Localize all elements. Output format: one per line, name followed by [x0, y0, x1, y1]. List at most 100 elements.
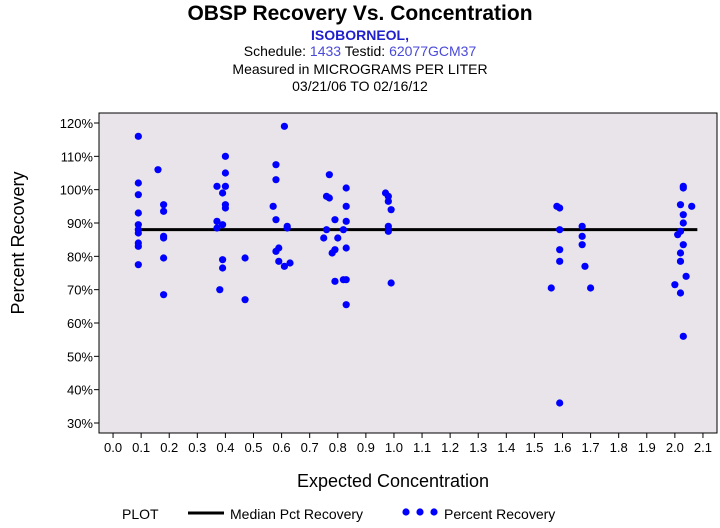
- data-point: [134, 209, 142, 217]
- date-range: 03/21/06 TO 02/16/12: [292, 78, 428, 94]
- data-point: [676, 201, 685, 209]
- data-point: [272, 176, 280, 184]
- y-tick-label: 90%: [67, 216, 93, 231]
- legend-point-swatch: [416, 508, 424, 516]
- data-point: [154, 166, 162, 174]
- data-point: [221, 152, 230, 160]
- data-point: [671, 281, 679, 289]
- x-tick-label: 1.8: [610, 440, 628, 455]
- testid-value: 62077GCM37: [389, 43, 477, 59]
- x-tick-label: 1.3: [469, 440, 487, 455]
- units-line: Measured in MICROGRAMS PER LITER: [232, 61, 488, 77]
- data-point: [160, 207, 168, 215]
- data-point: [160, 254, 168, 262]
- y-tick-label: 60%: [67, 316, 93, 331]
- data-point: [269, 202, 277, 210]
- data-point: [241, 254, 249, 262]
- plot-area: [98, 112, 718, 434]
- data-point: [342, 217, 350, 225]
- data-point: [320, 234, 328, 242]
- data-point: [221, 182, 230, 190]
- data-point: [581, 262, 589, 270]
- data-point: [134, 221, 142, 229]
- data-point: [676, 249, 685, 257]
- x-tick-label: 1.5: [525, 440, 543, 455]
- x-tick-label: 1.4: [497, 440, 515, 455]
- legend-point-swatch: [430, 508, 438, 516]
- data-point: [213, 224, 221, 232]
- x-tick-label: 0.7: [301, 440, 319, 455]
- data-point: [213, 217, 221, 225]
- data-point: [547, 284, 555, 292]
- x-tick-label: 0.3: [188, 440, 206, 455]
- data-point: [272, 216, 280, 224]
- data-point: [676, 289, 685, 297]
- data-point: [387, 206, 395, 214]
- x-tick-label: 0.5: [244, 440, 262, 455]
- data-point: [342, 184, 350, 192]
- data-point: [331, 216, 339, 224]
- x-axis-title: Expected Concentration: [297, 471, 489, 491]
- x-tick-label: 0.9: [357, 440, 375, 455]
- x-tick-label: 1.6: [553, 440, 571, 455]
- data-point: [384, 222, 392, 230]
- data-point: [342, 244, 350, 252]
- y-tick-label: 70%: [67, 283, 93, 298]
- data-point: [339, 226, 347, 234]
- x-tick-label: 2.0: [666, 440, 684, 455]
- legend-median-label: Median Pct Recovery: [230, 506, 363, 522]
- x-tick-label: 1.9: [638, 440, 656, 455]
- y-tick-label: 50%: [67, 349, 93, 364]
- data-point: [219, 256, 227, 264]
- data-point: [283, 224, 291, 232]
- data-point: [384, 192, 392, 200]
- data-point: [275, 257, 283, 265]
- analyte-name: ISOBORNEOL,: [310, 27, 409, 43]
- data-point: [331, 246, 339, 254]
- x-tick-label: 2.1: [694, 440, 712, 455]
- legend-point-swatch: [402, 508, 410, 516]
- data-point: [682, 272, 690, 280]
- data-point: [679, 211, 687, 219]
- y-tick-label: 80%: [67, 249, 93, 264]
- data-point: [134, 179, 142, 187]
- data-point: [134, 191, 142, 199]
- data-point: [331, 277, 339, 285]
- data-point: [688, 202, 696, 210]
- data-point: [676, 257, 685, 265]
- data-point: [342, 276, 350, 284]
- data-point: [556, 246, 564, 254]
- data-point: [160, 201, 168, 209]
- legend-points-label: Percent Recovery: [444, 506, 555, 522]
- data-point: [556, 204, 564, 212]
- x-tick-label: 1.7: [582, 440, 600, 455]
- data-point: [221, 169, 230, 177]
- data-point: [578, 232, 586, 240]
- data-point: [221, 204, 230, 212]
- data-point: [384, 197, 392, 205]
- y-axis-title: Percent Recovery: [8, 171, 28, 314]
- data-point: [342, 301, 350, 309]
- x-tick-label: 1.1: [413, 440, 431, 455]
- data-point: [272, 161, 280, 169]
- schedule-value: 1433: [309, 43, 342, 59]
- x-tick-label: 0.8: [329, 440, 347, 455]
- schedule-label: Schedule:: [243, 43, 307, 59]
- data-point: [679, 219, 687, 227]
- testid-label: Testid:: [344, 43, 386, 59]
- chart-title: OBSP Recovery Vs. Concentration: [187, 2, 533, 25]
- data-point: [325, 171, 333, 179]
- x-tick-label: 1.2: [441, 440, 459, 455]
- data-point: [679, 184, 687, 192]
- data-point: [334, 234, 342, 242]
- data-point: [216, 286, 224, 294]
- data-point: [219, 221, 227, 229]
- x-tick-label: 0.2: [160, 440, 178, 455]
- data-point: [556, 226, 564, 234]
- data-point: [578, 222, 586, 230]
- data-point: [134, 261, 142, 269]
- data-point: [679, 332, 687, 340]
- data-point: [586, 284, 595, 292]
- x-tick-label: 1.0: [385, 440, 403, 455]
